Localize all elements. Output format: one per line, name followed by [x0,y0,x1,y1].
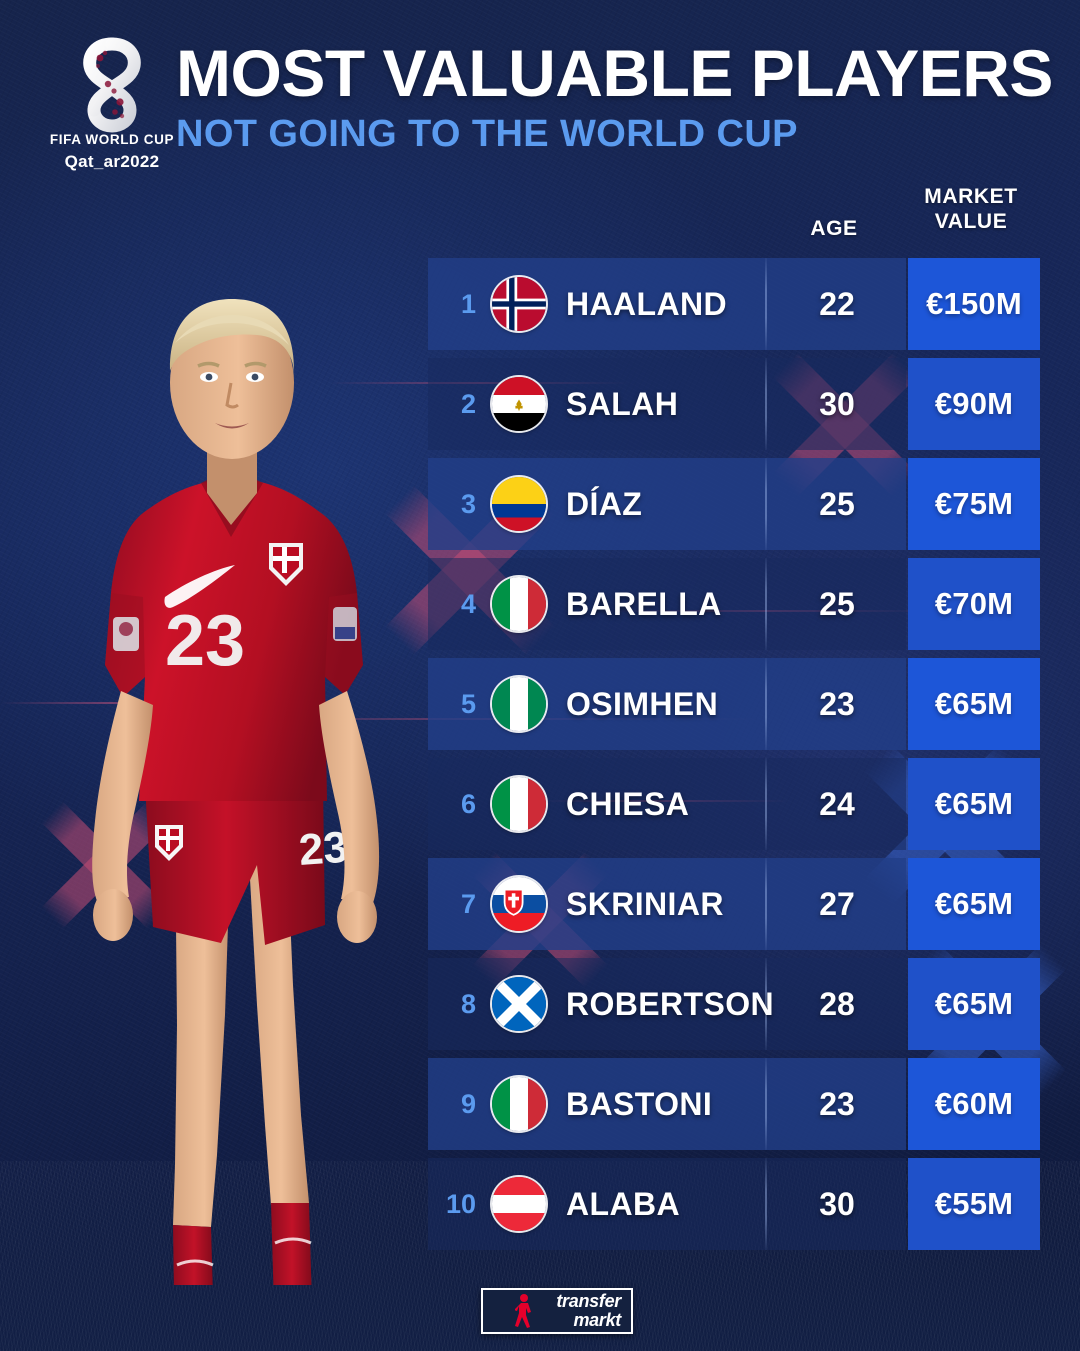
row-divider [765,958,767,1050]
page-subtitle: NOT GOING TO THE WORLD CUP [176,113,798,155]
market-value: €55M [908,1158,1040,1250]
rank-number: 5 [460,688,476,719]
player-photo: 23 23 [25,225,445,1351]
market-value: €65M [908,758,1040,850]
rank-number: 2 [460,388,476,419]
player-age: 24 [819,785,855,822]
transfermarkt-brand-top: transfer [556,1291,621,1311]
table-row[interactable]: 9 BASTONI 23 €60M [428,1058,1040,1158]
market-value: €75M [908,458,1040,550]
column-header-market-value: MARKET VALUE [900,184,1042,234]
player-name: OSIMHEN [566,685,719,722]
player-age: 25 [819,485,855,522]
table-row[interactable]: 2 SALAH 30 €90M [428,358,1040,458]
player-age: 25 [819,585,855,622]
player-age: 30 [819,1185,855,1222]
country-flag-icon [492,977,546,1031]
column-header-market-value-line1: MARKET [924,185,1018,208]
page-title: MOST VALUABLE PLAYERS [176,36,1053,110]
table-row[interactable]: 7 SKRINIAR 27 €65M [428,858,1040,958]
table-row[interactable]: 6 CHIESA 24 €65M [428,758,1040,858]
player-name: DÍAZ [566,485,643,522]
fifa-world-cup-logo: FIFA WORLD CUP Qat_ar2022 [42,36,182,176]
market-value: €150M [908,258,1040,350]
market-value: €65M [908,658,1040,750]
row-divider [765,1058,767,1150]
player-name: ALABA [566,1185,680,1222]
row-divider [765,1158,767,1250]
country-flag-icon [492,577,546,631]
rank-number: 10 [445,1188,476,1219]
player-age: 23 [819,1085,855,1122]
player-name: BASTONI [566,1085,713,1122]
column-header-market-value-line2: VALUE [934,210,1008,233]
player-age: 30 [819,385,855,422]
table-row[interactable]: 4 BARELLA 25 €70M [428,558,1040,658]
player-age: 27 [819,885,855,922]
rank-number: 7 [460,888,476,919]
player-age: 28 [819,985,855,1022]
player-age: 22 [819,285,855,322]
market-value: €90M [908,358,1040,450]
qatar-2022-emblem-icon [83,37,141,133]
market-value: €65M [908,858,1040,950]
table-row[interactable]: 5 OSIMHEN 23 €65M [428,658,1040,758]
market-value: €65M [908,958,1040,1050]
country-flag-icon [492,1177,546,1231]
svg-text:23: 23 [165,601,245,681]
rank-number: 3 [460,488,476,519]
row-divider [765,758,767,850]
market-value: €70M [908,558,1040,650]
player-name: HAALAND [566,285,728,322]
table-row[interactable]: 1 HAALAND 22 €150M [428,258,1040,358]
country-flag-icon [492,377,546,431]
player-age: 23 [819,685,855,722]
table-row[interactable]: 10 ALABA 30 €55M [428,1158,1040,1258]
player-name: BARELLA [566,585,722,622]
transfermarkt-player-icon [515,1294,531,1328]
row-divider [765,358,767,450]
fifa-logo-line1: FIFA WORLD CUP [49,132,175,147]
country-flag-icon [492,777,546,831]
country-flag-icon [492,677,546,731]
row-divider [765,658,767,750]
country-flag-icon [492,277,546,331]
rank-number: 1 [460,288,476,319]
transfermarkt-brand-bottom: markt [573,1310,621,1330]
rank-number: 9 [460,1088,476,1119]
player-name: SALAH [566,385,679,422]
country-flag-icon [492,477,546,531]
market-value: €60M [908,1058,1040,1150]
rank-number: 4 [460,588,476,619]
header: FIFA WORLD CUP Qat_ar2022 MOST VALUABLE … [0,0,1080,190]
country-flag-icon [492,877,546,931]
fifa-logo-line2: Qat_ar2022 [64,152,160,171]
rank-number: 8 [460,988,476,1019]
players-table: 1 HAALAND 22 €150M 2 SALAH 30 €90M 3 [428,258,1040,1258]
player-name: ROBERTSON [566,985,775,1022]
player-name: SKRINIAR [566,885,724,922]
row-divider [765,858,767,950]
table-row[interactable]: 8 ROBERTSON 28 €65M [428,958,1040,1058]
column-header-age: AGE [810,217,858,240]
svg-text:23: 23 [297,823,349,875]
rank-number: 6 [460,788,476,819]
transfermarkt-logo[interactable]: transfer markt [481,1288,633,1334]
table-row[interactable]: 3 DÍAZ 25 €75M [428,458,1040,558]
row-divider [765,558,767,650]
row-divider [765,258,767,350]
country-flag-icon [492,1077,546,1131]
row-divider [765,458,767,550]
title-block: MOST VALUABLE PLAYERS NOT GOING TO THE W… [176,40,1053,156]
player-name: CHIESA [566,785,690,822]
